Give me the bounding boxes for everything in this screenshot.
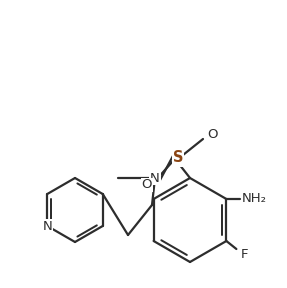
Text: O: O <box>207 128 217 141</box>
Text: O: O <box>142 179 152 192</box>
Text: NH₂: NH₂ <box>242 192 267 206</box>
Text: N: N <box>150 171 160 185</box>
Text: N: N <box>42 219 52 232</box>
Text: S: S <box>173 151 183 166</box>
Text: F: F <box>241 249 248 262</box>
